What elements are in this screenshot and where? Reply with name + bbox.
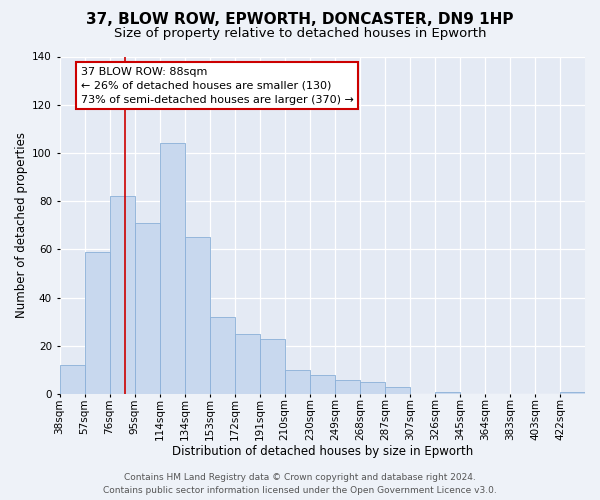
Bar: [160, 144, 185, 394]
Text: 37 BLOW ROW: 88sqm
← 26% of detached houses are smaller (130)
73% of semi-detach: 37 BLOW ROW: 88sqm ← 26% of detached hou…: [80, 66, 353, 104]
Text: Contains HM Land Registry data © Crown copyright and database right 2024.
Contai: Contains HM Land Registry data © Crown c…: [103, 473, 497, 495]
Bar: [335, 380, 360, 394]
Bar: [185, 238, 209, 394]
Bar: [85, 252, 110, 394]
Bar: [360, 382, 385, 394]
Bar: [260, 338, 285, 394]
Bar: [134, 223, 160, 394]
Bar: [285, 370, 310, 394]
Text: 37, BLOW ROW, EPWORTH, DONCASTER, DN9 1HP: 37, BLOW ROW, EPWORTH, DONCASTER, DN9 1H…: [86, 12, 514, 28]
Bar: [59, 365, 85, 394]
Bar: [310, 375, 335, 394]
Text: Size of property relative to detached houses in Epworth: Size of property relative to detached ho…: [114, 28, 486, 40]
X-axis label: Distribution of detached houses by size in Epworth: Distribution of detached houses by size …: [172, 444, 473, 458]
Bar: [385, 387, 410, 394]
Y-axis label: Number of detached properties: Number of detached properties: [15, 132, 28, 318]
Bar: [235, 334, 260, 394]
Bar: [560, 392, 585, 394]
Bar: [209, 317, 235, 394]
Bar: [110, 196, 134, 394]
Bar: [435, 392, 460, 394]
